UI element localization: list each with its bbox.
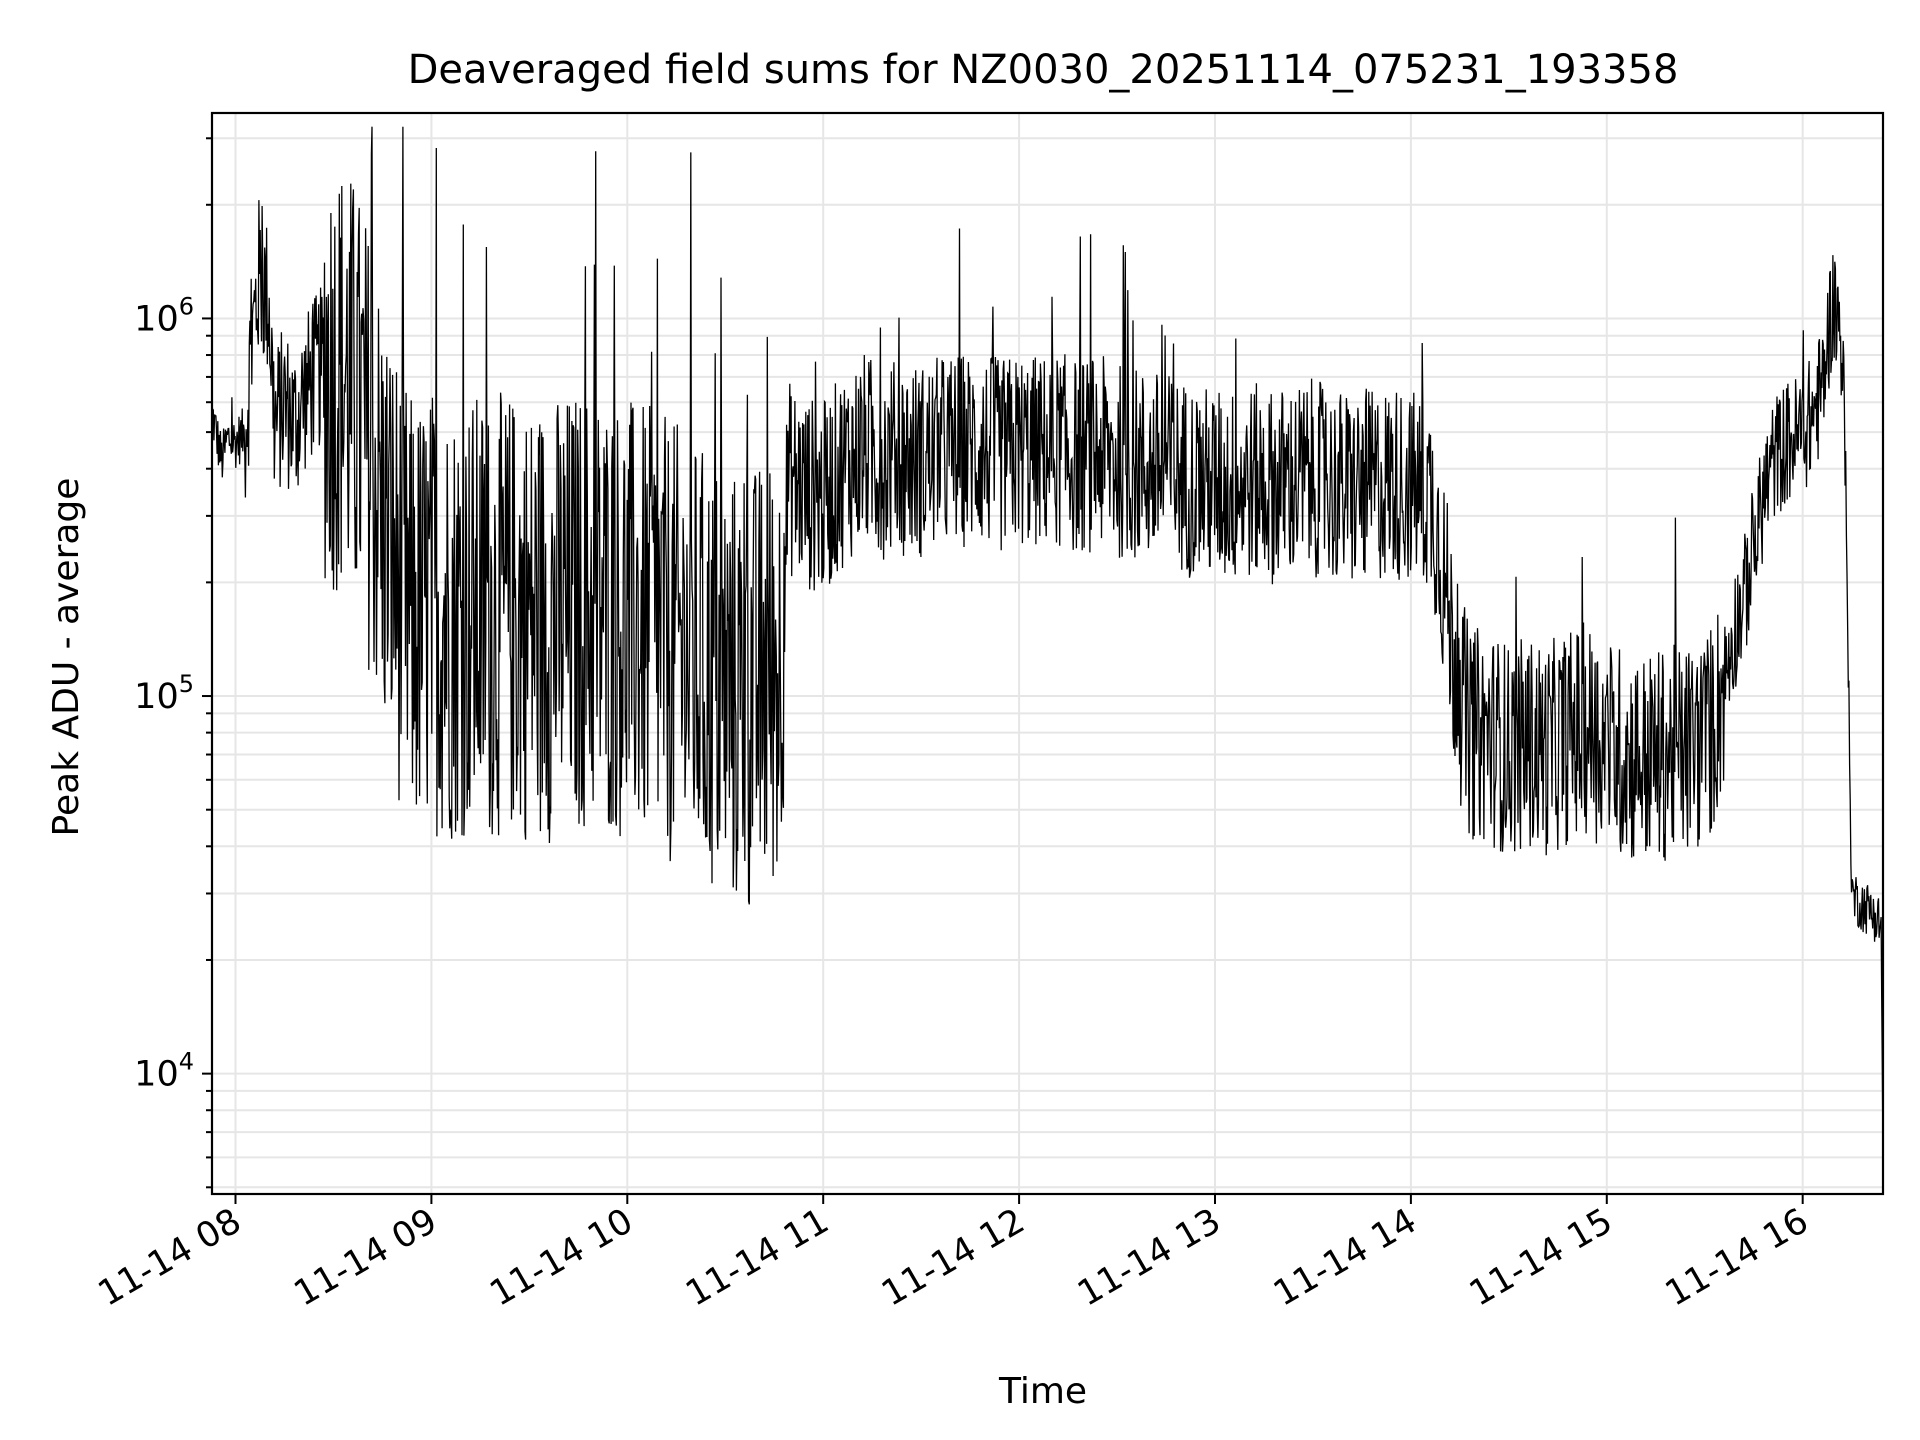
x-axis-label: Time	[998, 1371, 1087, 1412]
plot-frame	[210, 111, 1885, 1196]
series-line	[211, 126, 1884, 1158]
y-tick-label: 105	[134, 670, 194, 717]
y-tick-label: 106	[134, 292, 194, 339]
y-tick-label: 104	[134, 1048, 194, 1095]
chart-title: Deaveraged field sums for NZ0030_2025111…	[408, 47, 1679, 93]
series-layer	[211, 126, 1884, 1158]
y-axis-label: Peak ADU - average	[46, 478, 87, 837]
